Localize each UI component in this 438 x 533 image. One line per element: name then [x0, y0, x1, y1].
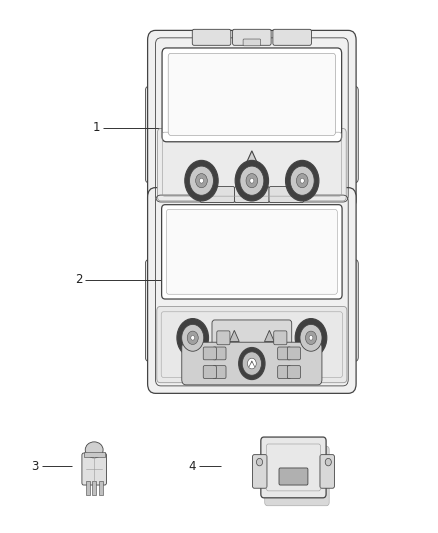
- Circle shape: [187, 331, 198, 344]
- Circle shape: [257, 458, 262, 466]
- FancyBboxPatch shape: [234, 187, 269, 203]
- Circle shape: [300, 325, 322, 351]
- Circle shape: [190, 166, 213, 195]
- FancyBboxPatch shape: [145, 260, 163, 361]
- Circle shape: [250, 178, 254, 183]
- FancyBboxPatch shape: [162, 48, 342, 142]
- Bar: [92, 481, 96, 495]
- FancyBboxPatch shape: [265, 446, 329, 506]
- Circle shape: [242, 352, 261, 375]
- Bar: [86, 481, 90, 495]
- FancyBboxPatch shape: [168, 53, 336, 135]
- FancyBboxPatch shape: [252, 455, 267, 488]
- Text: 3: 3: [31, 460, 39, 473]
- FancyBboxPatch shape: [145, 86, 163, 183]
- FancyBboxPatch shape: [320, 455, 335, 488]
- FancyBboxPatch shape: [287, 366, 300, 378]
- FancyBboxPatch shape: [200, 187, 235, 203]
- FancyBboxPatch shape: [287, 347, 300, 360]
- Circle shape: [177, 319, 208, 357]
- Circle shape: [196, 174, 207, 188]
- FancyBboxPatch shape: [217, 331, 230, 345]
- FancyBboxPatch shape: [243, 39, 261, 46]
- FancyBboxPatch shape: [157, 306, 347, 383]
- Polygon shape: [244, 151, 259, 167]
- FancyBboxPatch shape: [203, 347, 216, 360]
- Bar: [99, 481, 102, 495]
- Circle shape: [239, 348, 265, 379]
- FancyBboxPatch shape: [162, 205, 342, 299]
- Circle shape: [182, 325, 204, 351]
- Text: 4: 4: [189, 460, 196, 473]
- FancyBboxPatch shape: [269, 187, 304, 203]
- Circle shape: [290, 166, 314, 195]
- FancyBboxPatch shape: [278, 347, 291, 360]
- Circle shape: [297, 174, 308, 188]
- FancyBboxPatch shape: [148, 188, 356, 393]
- FancyBboxPatch shape: [213, 347, 226, 360]
- Circle shape: [309, 335, 313, 340]
- FancyBboxPatch shape: [212, 320, 292, 356]
- FancyBboxPatch shape: [261, 437, 326, 498]
- Circle shape: [185, 160, 218, 201]
- Circle shape: [246, 174, 258, 188]
- Circle shape: [235, 160, 268, 201]
- Circle shape: [247, 358, 256, 369]
- FancyBboxPatch shape: [192, 29, 231, 45]
- FancyBboxPatch shape: [340, 260, 358, 361]
- FancyBboxPatch shape: [213, 366, 226, 378]
- FancyBboxPatch shape: [273, 29, 311, 45]
- Text: 1: 1: [92, 122, 100, 134]
- Polygon shape: [230, 330, 239, 342]
- Circle shape: [240, 166, 264, 195]
- Bar: [84, 452, 105, 457]
- FancyBboxPatch shape: [278, 366, 291, 378]
- FancyBboxPatch shape: [157, 128, 346, 201]
- FancyBboxPatch shape: [148, 30, 356, 209]
- Circle shape: [286, 160, 319, 201]
- Circle shape: [191, 335, 194, 340]
- FancyBboxPatch shape: [340, 86, 358, 183]
- Ellipse shape: [85, 442, 103, 458]
- Circle shape: [295, 319, 327, 357]
- FancyBboxPatch shape: [274, 331, 287, 345]
- Text: 2: 2: [75, 273, 82, 286]
- Polygon shape: [265, 330, 274, 342]
- Circle shape: [199, 178, 204, 183]
- FancyBboxPatch shape: [233, 29, 271, 45]
- FancyBboxPatch shape: [203, 366, 216, 378]
- Circle shape: [305, 331, 317, 344]
- FancyBboxPatch shape: [182, 342, 322, 385]
- Circle shape: [300, 178, 304, 183]
- FancyBboxPatch shape: [82, 453, 106, 485]
- FancyBboxPatch shape: [279, 468, 308, 485]
- Circle shape: [325, 458, 331, 466]
- FancyBboxPatch shape: [166, 209, 337, 294]
